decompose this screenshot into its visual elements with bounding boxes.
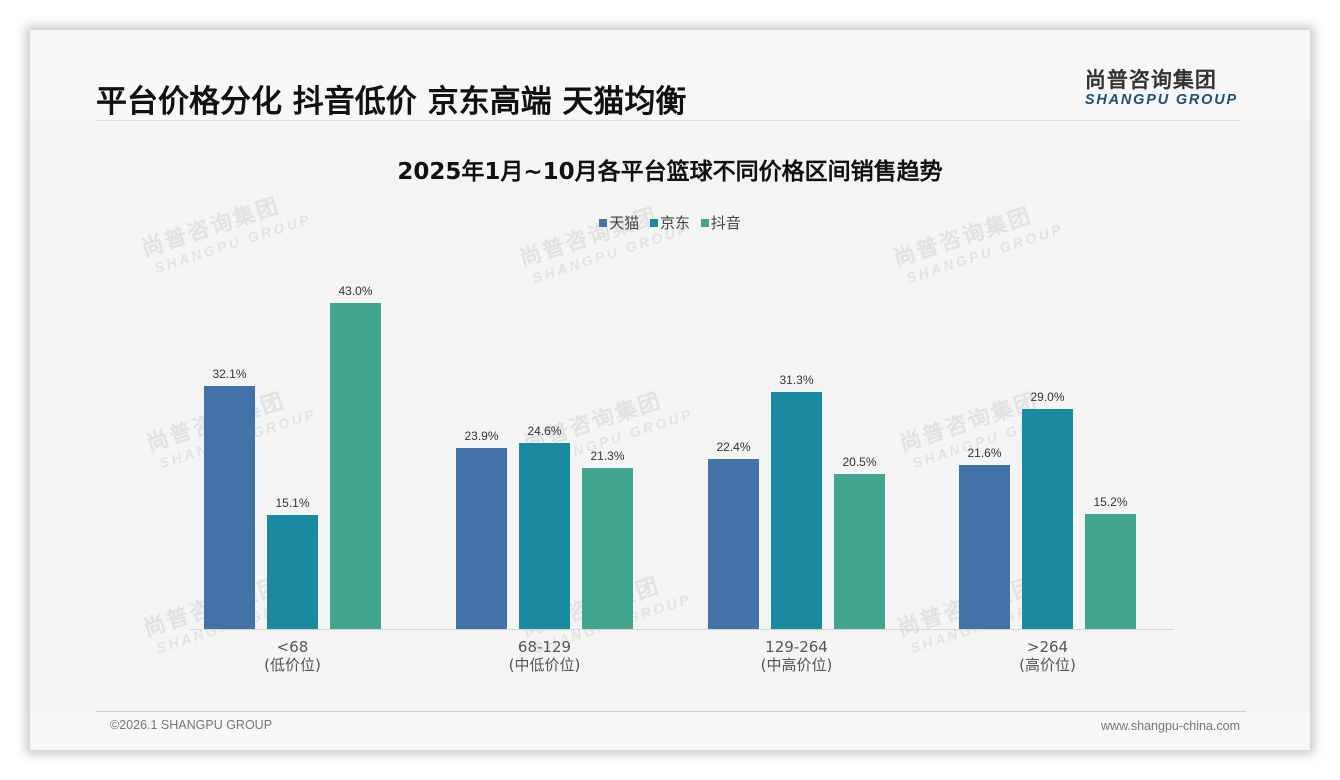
legend-label: 天猫 <box>609 214 640 232</box>
company-logo: 尚普咨询集团 SHANGPU GROUP <box>1085 64 1238 108</box>
bar-value-label: 20.5% <box>842 455 877 469</box>
logo-cn-text: 尚普咨询集团 <box>1084 68 1217 92</box>
category-range: >264 <box>1026 638 1069 656</box>
bar-2-0 <box>330 303 381 629</box>
bar-0-2 <box>708 459 759 629</box>
x-axis-line <box>190 629 1174 630</box>
legend-label: 京东 <box>659 214 690 232</box>
bar-1-3 <box>1022 409 1073 629</box>
category-tier: (中高价位) <box>760 656 833 674</box>
legend-swatch-icon <box>700 219 709 227</box>
footer-website-link[interactable]: www.shangpu-china.com <box>1101 719 1240 733</box>
footer-band <box>30 712 1310 750</box>
x-axis-category-label: 68-129 (中低价位) <box>445 638 645 674</box>
legend-label: 抖音 <box>710 214 741 232</box>
bar-value-label: 29.0% <box>1030 390 1065 404</box>
bar-0-0 <box>204 386 255 629</box>
page-title: 平台价格分化 抖音低价 京东高端 天猫均衡 <box>96 84 687 120</box>
legend-item-douyin: 抖音 <box>700 212 741 233</box>
category-tier: (低价位) <box>264 656 321 674</box>
slide: 平台价格分化 抖音低价 京东高端 天猫均衡 尚普咨询集团 SHANGPU GRO… <box>30 30 1310 750</box>
legend-swatch-icon <box>599 219 608 227</box>
bar-value-label: 43.0% <box>338 284 373 298</box>
bar-value-label: 21.3% <box>590 449 625 463</box>
bar-1-2 <box>771 392 822 629</box>
bar-value-label: 23.9% <box>464 429 499 443</box>
bar-value-label: 21.6% <box>967 446 1002 460</box>
x-axis-category-label: 129-264 (中高价位) <box>697 638 897 674</box>
legend-item-jd: 京东 <box>649 212 690 233</box>
legend-item-tmall: 天猫 <box>599 212 639 233</box>
category-range: 68-129 <box>517 638 572 656</box>
bar-value-label: 32.1% <box>212 367 247 381</box>
chart-legend: 天猫 京东 抖音 <box>30 212 1310 233</box>
bar-value-label: 24.6% <box>527 424 562 438</box>
category-range: <68 <box>276 638 309 656</box>
bar-value-label: 15.2% <box>1093 495 1128 509</box>
category-tier: (中低价位) <box>508 656 581 674</box>
bar-2-3 <box>1085 514 1136 629</box>
bar-0-3 <box>959 465 1010 629</box>
logo-en-text: SHANGPU GROUP <box>1084 92 1238 108</box>
header-band <box>30 30 1310 120</box>
bar-value-label: 15.1% <box>275 496 310 510</box>
footer-copyright: ©2026.1 SHANGPU GROUP <box>110 718 273 732</box>
bar-2-2 <box>834 474 885 629</box>
x-axis-category-label: >264 (高价位) <box>948 638 1148 674</box>
bar-2-1 <box>582 468 633 629</box>
chart-title: 2025年1月~10月各平台篮球不同价格区间销售趋势 <box>397 159 943 185</box>
bar-value-label: 31.3% <box>779 373 814 387</box>
title-divider <box>96 120 1240 121</box>
category-range: 129-264 <box>765 638 828 656</box>
footer-divider <box>96 711 1246 712</box>
legend-swatch-icon <box>649 219 658 227</box>
category-tier: (高价位) <box>1019 656 1076 674</box>
bar-0-1 <box>456 448 507 629</box>
bar-1-0 <box>267 515 318 629</box>
bar-value-label: 22.4% <box>716 440 751 454</box>
x-axis-category-label: <68 (低价位) <box>193 638 393 674</box>
bar-1-1 <box>519 443 570 629</box>
